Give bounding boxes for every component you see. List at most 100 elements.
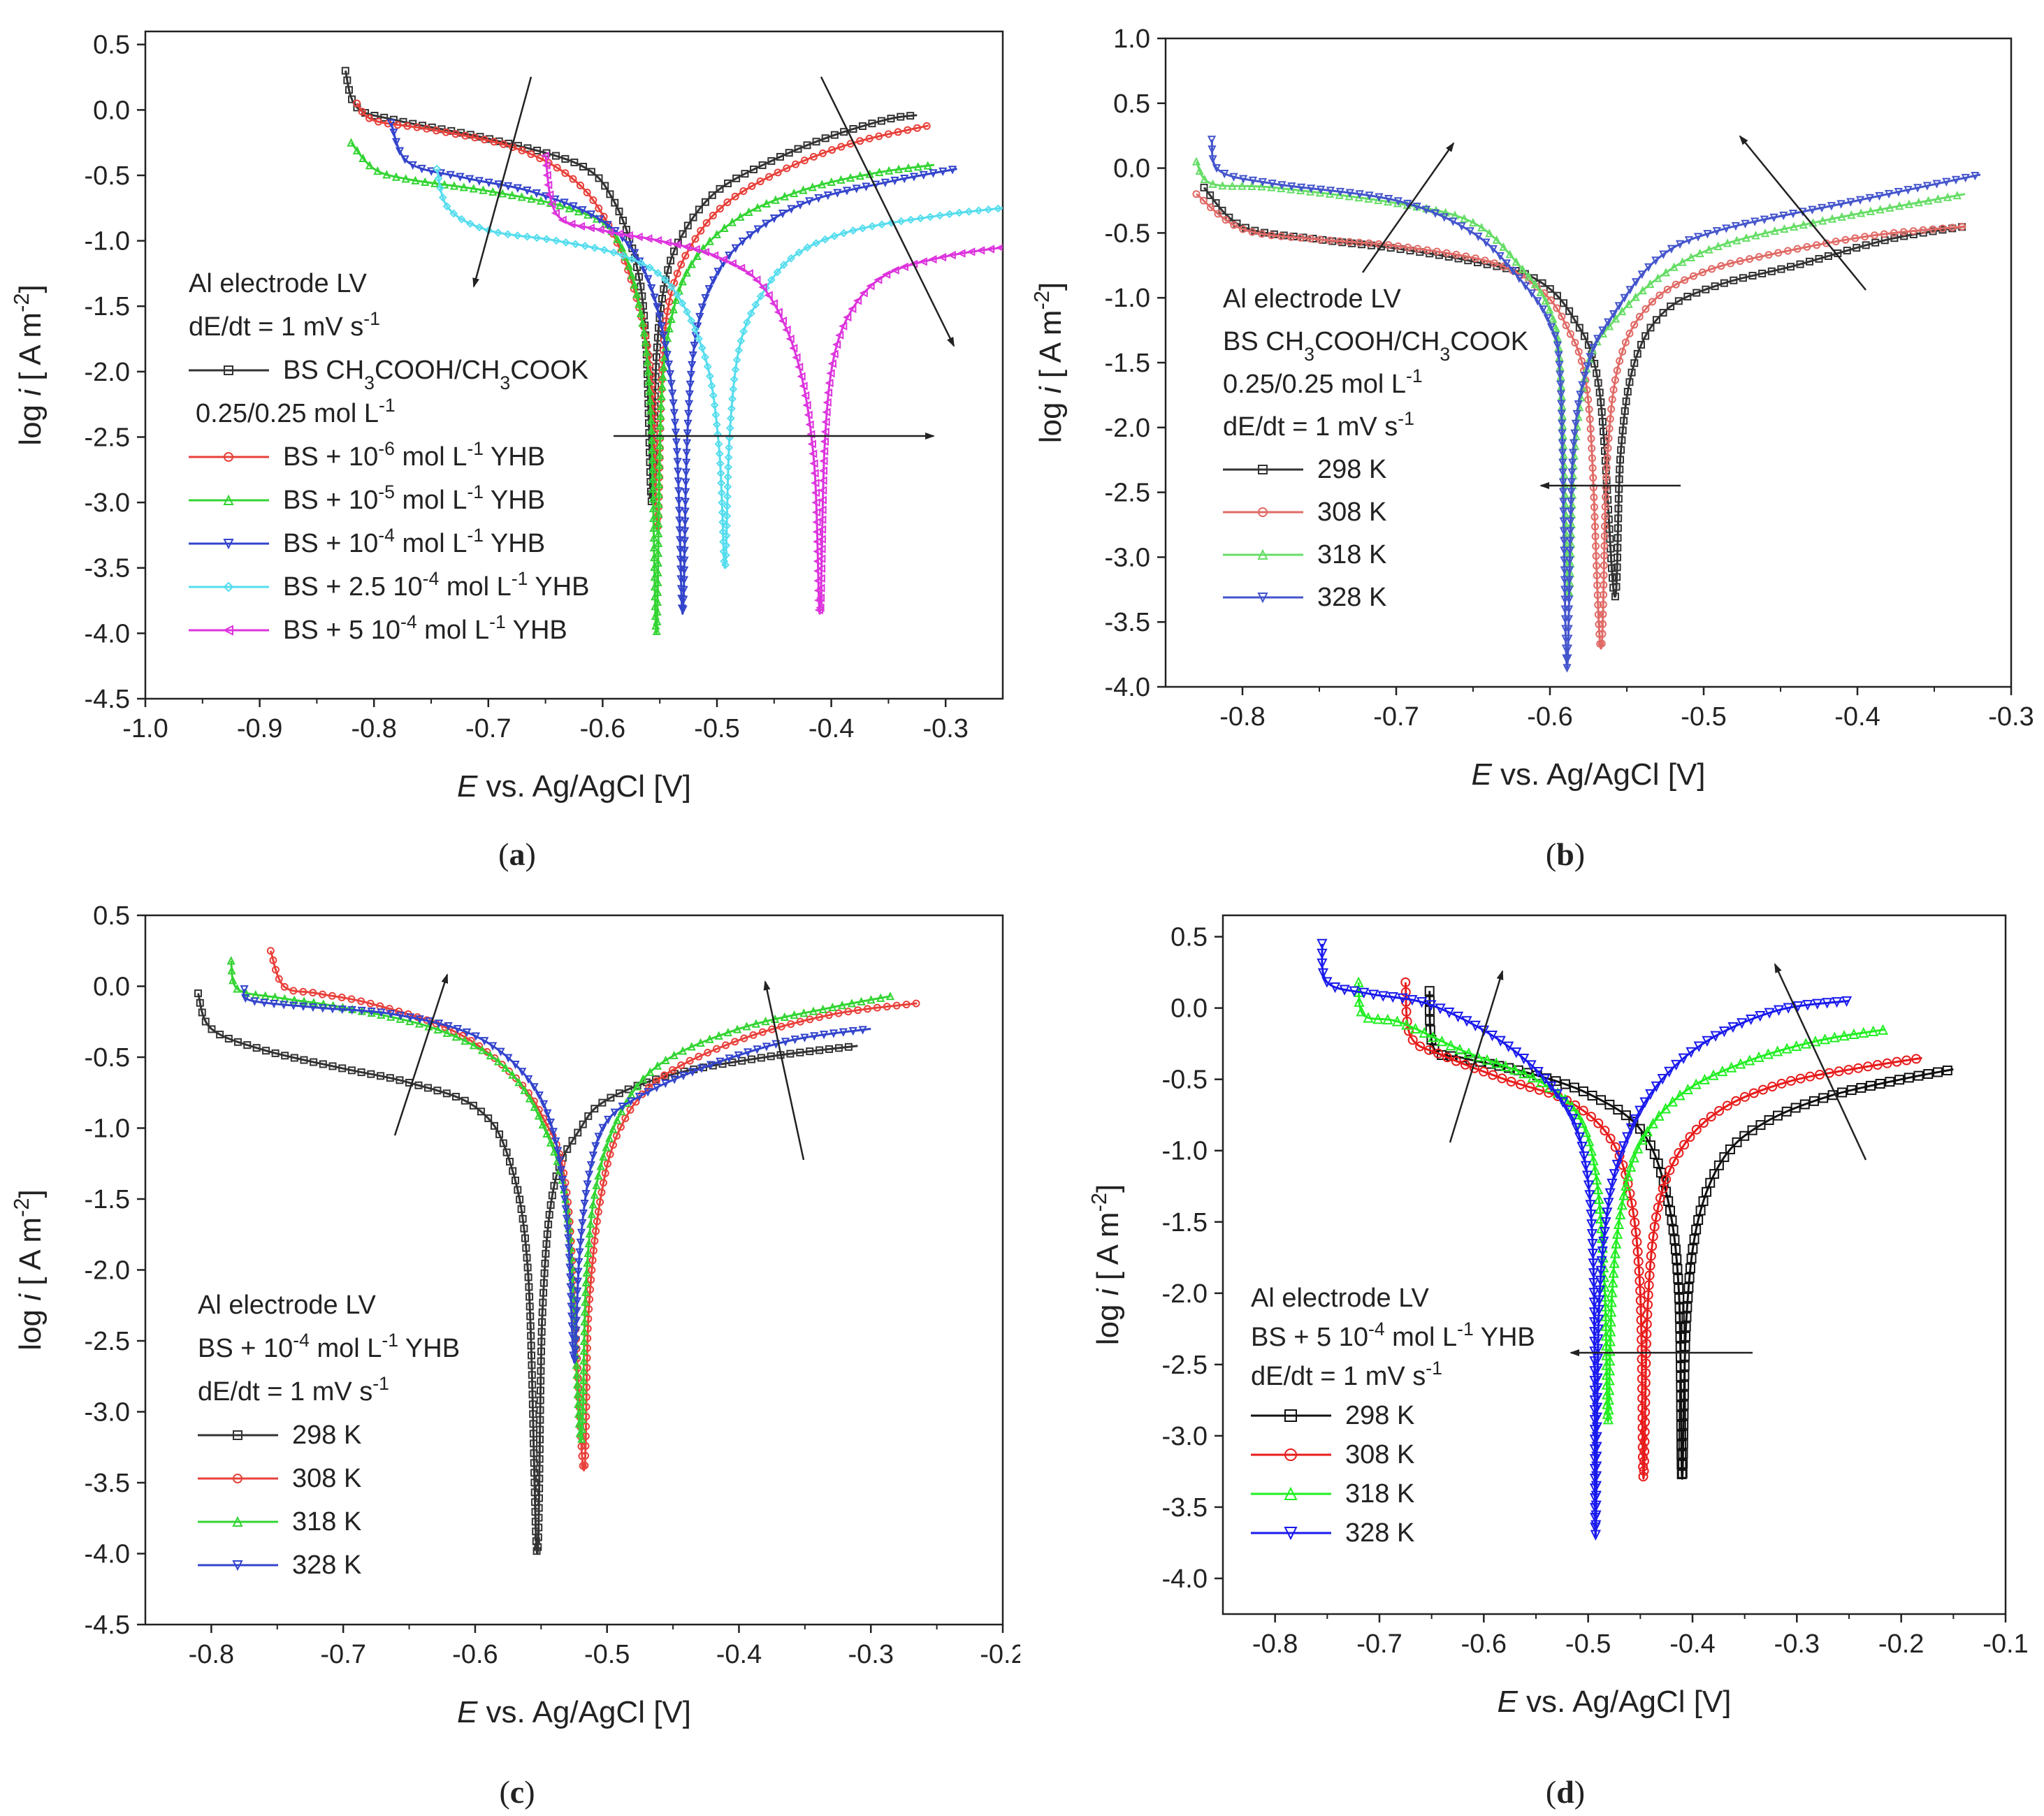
data-point-marker bbox=[1914, 198, 1923, 207]
series-line bbox=[1404, 982, 1922, 1480]
data-point-marker bbox=[679, 595, 688, 604]
data-point-marker bbox=[667, 314, 676, 323]
data-point-marker bbox=[1208, 145, 1217, 154]
data-point-marker bbox=[565, 203, 574, 212]
data-point-marker bbox=[572, 1297, 582, 1306]
data-point-marker bbox=[1604, 1188, 1616, 1199]
data-point-marker bbox=[1634, 1266, 1644, 1277]
x-tick-label: -0.7 bbox=[1356, 1629, 1402, 1659]
data-point-marker bbox=[1639, 1427, 1650, 1437]
data-point-marker bbox=[504, 182, 513, 191]
data-point-marker bbox=[1286, 233, 1295, 241]
data-point-marker bbox=[830, 131, 839, 139]
data-point-marker bbox=[528, 1381, 537, 1389]
data-point-marker bbox=[1592, 1373, 1603, 1384]
data-point-marker bbox=[1609, 386, 1618, 394]
data-point-marker bbox=[1591, 1461, 1602, 1472]
data-point-marker bbox=[1607, 1178, 1618, 1190]
data-point-marker bbox=[918, 257, 927, 266]
data-point-marker bbox=[567, 219, 576, 228]
data-point-marker bbox=[540, 1269, 549, 1277]
data-point-marker bbox=[695, 334, 703, 343]
data-point-marker bbox=[1592, 1363, 1603, 1374]
data-point-marker bbox=[1598, 418, 1607, 426]
data-point-marker bbox=[1590, 1530, 1602, 1541]
data-point-marker bbox=[563, 1145, 572, 1154]
data-point-marker bbox=[1616, 357, 1624, 365]
data-point-marker bbox=[535, 1474, 544, 1483]
y-tick-label: -0.5 bbox=[1105, 219, 1150, 248]
data-point-marker bbox=[659, 331, 668, 340]
data-point-marker bbox=[196, 998, 204, 1007]
data-point-marker bbox=[1699, 1073, 1711, 1084]
data-point-marker bbox=[328, 991, 336, 1000]
data-point-marker bbox=[855, 171, 864, 180]
data-point-marker bbox=[1583, 1135, 1595, 1147]
data-point-marker bbox=[691, 245, 700, 254]
data-point-marker bbox=[653, 558, 662, 567]
data-point-marker bbox=[374, 117, 382, 126]
y-tick-label: -2.5 bbox=[85, 1327, 130, 1356]
data-point-marker bbox=[1647, 1117, 1659, 1128]
data-point-marker bbox=[858, 122, 867, 131]
data-point-marker bbox=[1560, 576, 1570, 585]
data-point-marker bbox=[539, 1100, 549, 1109]
data-point-marker bbox=[1674, 1312, 1685, 1323]
data-point-marker bbox=[1611, 1159, 1623, 1171]
data-point-marker bbox=[1847, 210, 1856, 219]
data-point-marker bbox=[1588, 1317, 1600, 1328]
data-point-marker bbox=[1856, 1082, 1867, 1093]
data-point-marker bbox=[1564, 634, 1573, 644]
data-point-marker bbox=[1653, 1203, 1663, 1213]
data-point-marker bbox=[1591, 1432, 1602, 1443]
data-point-marker bbox=[1206, 191, 1215, 199]
data-point-marker bbox=[1848, 1028, 1860, 1040]
legend-entry-label: BS CH3COOH/CH3COOK bbox=[283, 356, 588, 393]
data-point-marker bbox=[682, 458, 691, 467]
data-point-marker bbox=[433, 1024, 442, 1034]
data-point-marker bbox=[1630, 359, 1639, 368]
data-point-marker bbox=[1616, 1199, 1628, 1210]
data-point-marker bbox=[1578, 1105, 1588, 1116]
data-point-marker bbox=[792, 160, 800, 168]
data-point-marker bbox=[598, 1124, 607, 1133]
data-point-marker bbox=[913, 124, 922, 132]
data-point-marker bbox=[1875, 1079, 1885, 1089]
data-point-marker bbox=[1607, 544, 1615, 553]
data-point-marker bbox=[1605, 1316, 1616, 1327]
data-point-marker bbox=[722, 531, 731, 540]
data-point-marker bbox=[636, 308, 645, 318]
data-point-marker bbox=[744, 207, 753, 216]
y-tick-label: -1.0 bbox=[1105, 284, 1150, 313]
data-point-marker bbox=[818, 486, 827, 495]
data-point-marker bbox=[1565, 586, 1574, 595]
data-point-marker bbox=[536, 1435, 544, 1444]
data-point-marker bbox=[1870, 231, 1878, 240]
data-point-marker bbox=[818, 495, 827, 504]
data-point-marker bbox=[1938, 224, 1947, 233]
data-point-marker bbox=[469, 184, 478, 193]
data-point-marker bbox=[1600, 522, 1609, 530]
data-point-marker bbox=[1590, 359, 1599, 368]
legend-header-text: Al electrode LV bbox=[189, 269, 368, 298]
data-point-marker bbox=[675, 516, 684, 525]
data-point-marker bbox=[867, 995, 876, 1004]
data-point-marker bbox=[597, 1189, 606, 1197]
data-point-marker bbox=[1748, 1088, 1759, 1098]
data-point-marker bbox=[1760, 215, 1769, 224]
legend-entry-label: 318 K bbox=[292, 1507, 361, 1537]
data-point-marker bbox=[1430, 209, 1440, 218]
data-point-marker bbox=[1560, 595, 1570, 604]
data-point-marker bbox=[1638, 285, 1647, 295]
data-point-marker bbox=[367, 1008, 376, 1017]
data-point-marker bbox=[688, 361, 697, 370]
series-markers bbox=[540, 151, 1003, 615]
data-point-marker bbox=[1400, 977, 1411, 987]
data-point-marker bbox=[602, 1142, 611, 1152]
data-point-marker bbox=[1468, 217, 1478, 227]
data-point-marker bbox=[1644, 1270, 1655, 1281]
x-tick-label: -0.4 bbox=[716, 1640, 762, 1669]
data-point-marker bbox=[490, 138, 498, 146]
data-point-marker bbox=[682, 449, 691, 458]
data-point-marker bbox=[1568, 449, 1578, 458]
